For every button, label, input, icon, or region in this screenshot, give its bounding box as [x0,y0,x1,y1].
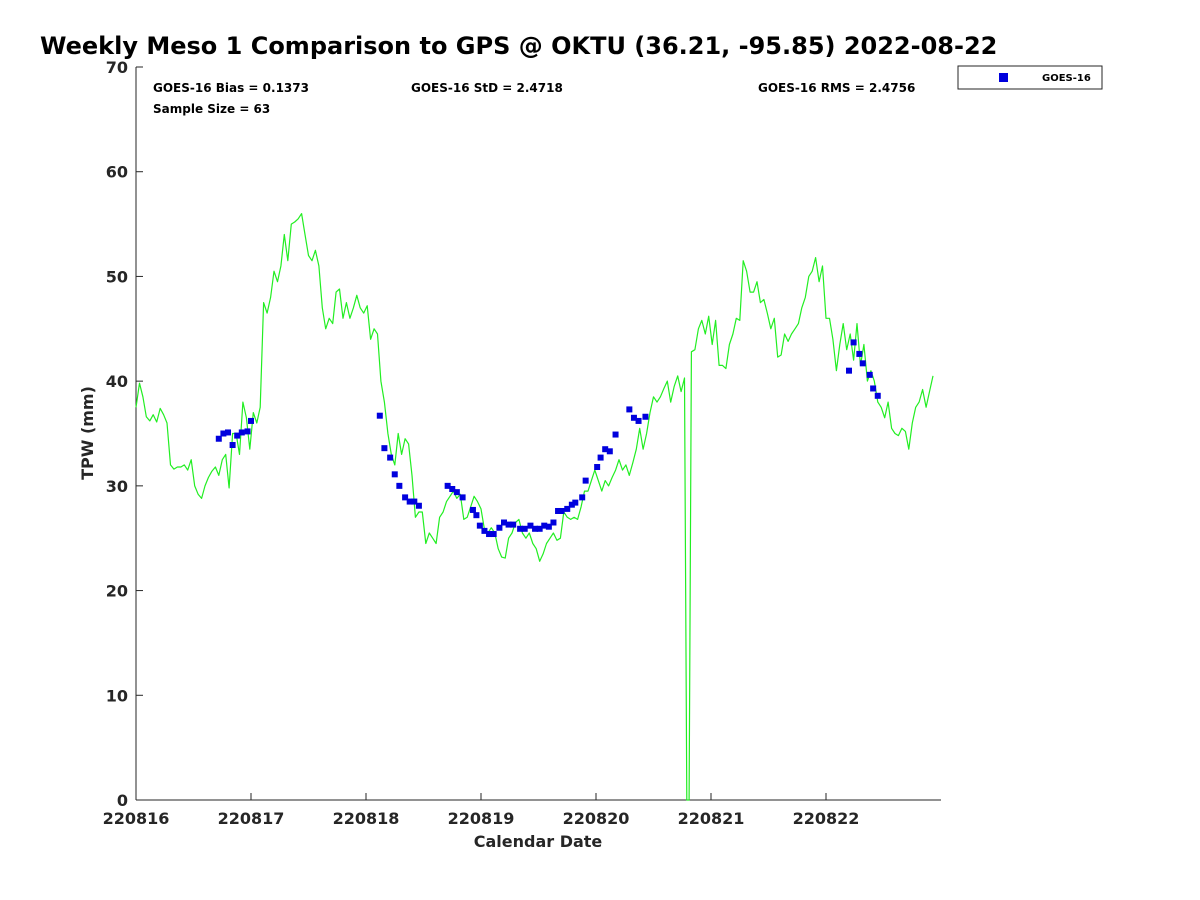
goes-16-point [558,507,565,514]
goes-16-point [846,367,852,374]
goes-16-point [406,498,413,505]
x-axis-label: Calendar Date [474,832,603,851]
goes-16-point [411,498,418,505]
goes-16-point [597,454,604,461]
plot-area [135,67,941,801]
goes-16-point [866,371,873,378]
legend-marker-goes-16 [999,73,1008,82]
x-tick-label: 220816 [103,809,170,828]
goes-16-point [234,432,241,439]
goes-16-point [594,464,601,471]
goes-16-point [453,489,460,496]
stat-std: GOES-16 StD = 2.4718 [411,81,563,95]
goes-16-point [859,360,866,367]
goes-16-point [473,512,480,519]
goes-16-point [532,525,539,532]
y-tick-label: 60 [106,163,128,182]
goes-16-point [387,454,394,461]
goes-16-point [402,494,409,501]
goes-16-point [874,392,881,399]
goes-16-point [449,485,456,492]
goes-16-point [505,521,512,528]
goes-16-point [564,505,571,512]
goes-16-point [606,448,613,455]
y-tick-label: 40 [106,372,128,391]
goes-16-point [612,431,619,438]
x-tick-label: 220819 [448,809,515,828]
goes-16-point [541,522,548,529]
goes-16-point [582,477,589,484]
plot-frame [136,67,941,800]
x-axis: 220816 220817 220818 220819 220820 220821 2208… [103,793,860,828]
goes-16-series [215,339,881,538]
goes-16-point [850,339,857,346]
goes-16-point [536,525,543,532]
goes-16-point [490,531,497,538]
goes-16-point [376,412,383,419]
goes-16-point [229,442,236,449]
y-tick-label: 10 [106,686,128,705]
goes-16-point [415,502,422,509]
goes-16-point [579,494,586,501]
legend-box [957,65,1103,90]
y-axis: 0 10 20 30 40 50 60 70 [106,58,143,810]
x-tick-label: 220820 [563,809,630,828]
y-tick-label: 70 [106,58,128,77]
goes-16-point [391,471,398,478]
goes-16-point [244,428,251,435]
y-axis-label: TPW (mm) [78,386,97,480]
goes-16-point [572,499,579,506]
x-tick-label: 220822 [793,809,860,828]
stats-annotations: GOES-16 Bias = 0.1373 GOES-16 StD = 2.47… [153,81,915,116]
goes-16-point [545,523,552,530]
x-tick-label: 220821 [678,809,745,828]
y-tick-label: 0 [117,791,128,810]
goes-16-point [517,525,524,532]
goes-16-point [238,429,245,436]
goes-16-point [630,414,637,421]
goes-16-point [496,524,503,531]
goes-16-point [381,445,388,452]
goes-16-point [870,385,877,392]
goes-16-point [220,430,227,437]
x-tick-label: 220817 [218,809,285,828]
y-tick-label: 50 [106,267,128,286]
goes-16-point [481,527,488,534]
goes-16-point [550,519,557,526]
stat-sample-size: Sample Size = 63 [153,102,270,116]
goes-16-point [469,506,476,513]
goes-16-point [215,435,222,442]
goes-16-point [444,482,451,489]
goes-16-point [568,501,575,508]
goes-16-point [476,522,483,529]
legend: GOES-16 [957,65,1103,90]
goes-16-point [635,417,642,424]
goes-16-point [248,417,254,424]
chart-title: Weekly Meso 1 Comparison to GPS @ OKTU (… [40,32,997,60]
goes-16-point [642,413,649,420]
goes-16-point [602,446,609,453]
goes-16-point [510,521,517,528]
goes-16-point [521,525,528,532]
goes-16-point [555,507,562,514]
gps-line [135,213,934,801]
goes-16-point [501,519,507,526]
stat-rms: GOES-16 RMS = 2.4756 [758,81,915,95]
x-tick-label: 220818 [333,809,400,828]
goes-16-point [856,350,863,357]
y-tick-label: 20 [106,582,128,601]
goes-16-point [225,429,231,436]
stat-bias: GOES-16 Bias = 0.1373 [153,81,309,95]
gps-series [135,213,934,801]
y-tick-label: 30 [106,477,128,496]
goes-16-point [626,406,633,413]
goes-16-point [527,522,534,529]
goes-16-point [396,482,403,489]
legend-label-goes-16: GOES-16 [1042,73,1091,84]
goes-16-point [486,531,493,538]
goes-16-point [459,494,466,501]
